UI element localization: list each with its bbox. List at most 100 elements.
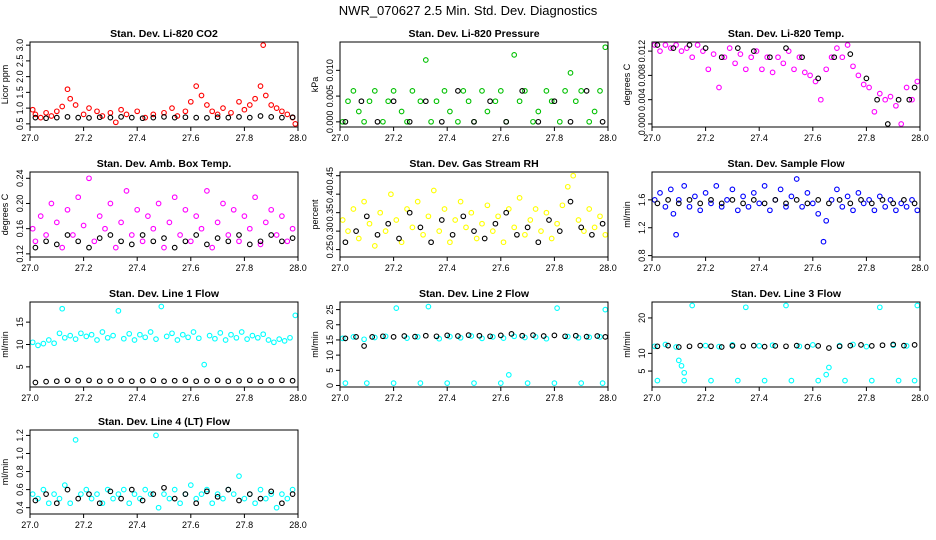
data-point xyxy=(570,172,577,179)
data-point xyxy=(43,238,49,245)
data-point xyxy=(32,111,39,118)
x-tick-label: 27.2 xyxy=(75,520,93,530)
data-point xyxy=(67,332,74,339)
data-point xyxy=(901,197,907,203)
y-tick-label: 10 xyxy=(15,339,25,349)
x-tick-label: 27.0 xyxy=(21,393,39,403)
data-point xyxy=(104,334,111,341)
data-point xyxy=(404,206,410,212)
data-point xyxy=(252,194,258,201)
data-point xyxy=(678,362,685,369)
data-point xyxy=(214,377,221,384)
data-point xyxy=(53,108,60,115)
data-point xyxy=(187,238,194,245)
data-point xyxy=(262,92,269,99)
data-point xyxy=(675,200,682,207)
data-point xyxy=(268,377,275,384)
y-tick-label: 5 xyxy=(15,364,25,369)
data-point xyxy=(145,213,151,219)
data-point xyxy=(500,335,507,341)
data-point xyxy=(382,228,389,234)
x-tick-label: 27.0 xyxy=(331,133,349,143)
data-point xyxy=(80,222,87,229)
data-point xyxy=(583,333,590,340)
data-point xyxy=(471,118,477,125)
data-point xyxy=(268,488,275,495)
data-point xyxy=(836,343,843,350)
y-tick-label: 0.4 xyxy=(15,501,25,514)
y-tick-label: 5 xyxy=(637,369,647,374)
data-point xyxy=(48,113,55,119)
data-point xyxy=(147,329,154,335)
data-point xyxy=(88,495,95,502)
data-point xyxy=(716,84,722,91)
data-point xyxy=(260,331,267,338)
y-tick-label: 1.2 xyxy=(637,221,647,234)
data-point xyxy=(139,232,146,238)
y-axis-label: ml/min xyxy=(310,331,320,358)
data-point xyxy=(193,495,200,502)
data-point xyxy=(257,378,264,385)
data-point xyxy=(182,238,189,245)
panel-title: Stan. Dev. Li-820 Pressure xyxy=(408,28,539,40)
x-tick-label: 27.8 xyxy=(236,133,254,143)
data-point xyxy=(118,377,124,384)
data-point xyxy=(350,206,357,212)
series-black xyxy=(32,484,296,507)
data-point xyxy=(45,337,52,343)
data-point xyxy=(734,45,741,51)
data-point xyxy=(53,114,60,121)
data-point xyxy=(241,213,248,219)
data-point xyxy=(198,225,205,232)
data-point xyxy=(769,69,776,76)
data-point xyxy=(724,197,730,203)
data-point xyxy=(847,342,854,349)
data-point xyxy=(543,88,550,94)
data-point xyxy=(279,491,285,497)
panel-title: Stan. Dev. Line 4 (LT) Flow xyxy=(98,416,231,428)
x-tick-label: 27.6 xyxy=(804,133,822,143)
data-point xyxy=(882,96,889,103)
data-point xyxy=(667,186,674,193)
plot-frame xyxy=(29,41,299,128)
data-point xyxy=(729,343,736,349)
data-point xyxy=(799,54,805,61)
data-point xyxy=(748,54,755,61)
data-point xyxy=(793,176,800,182)
plot-frame xyxy=(29,301,299,388)
x-tick-label: 27.0 xyxy=(643,393,661,403)
data-point xyxy=(75,194,82,201)
data-point xyxy=(540,333,547,339)
data-point xyxy=(734,377,741,384)
series-black xyxy=(654,341,918,351)
data-point xyxy=(681,183,688,189)
x-tick-label: 28.0 xyxy=(289,520,307,530)
data-point xyxy=(586,118,593,125)
data-point xyxy=(514,231,520,238)
data-point xyxy=(597,213,603,220)
data-point xyxy=(268,102,275,108)
data-point xyxy=(246,102,253,108)
data-point xyxy=(412,333,418,340)
x-tick-label: 27.4 xyxy=(128,393,146,403)
data-point xyxy=(110,332,116,339)
data-point xyxy=(809,200,816,207)
y-axis-label: ml/min xyxy=(622,201,632,228)
x-tick-label: 27.4 xyxy=(128,133,146,143)
data-point xyxy=(807,72,813,79)
data-point xyxy=(371,243,378,249)
data-point xyxy=(241,495,248,502)
data-point xyxy=(583,88,590,94)
data-point xyxy=(761,183,768,189)
data-point xyxy=(414,198,421,205)
data-point xyxy=(236,114,242,120)
data-point xyxy=(511,224,518,231)
data-point xyxy=(868,343,875,349)
data-point xyxy=(284,111,291,118)
data-point xyxy=(32,379,39,386)
data-point xyxy=(497,380,504,386)
data-point xyxy=(772,343,779,349)
data-point xyxy=(369,334,376,340)
data-point xyxy=(72,336,79,342)
data-point xyxy=(377,209,384,216)
